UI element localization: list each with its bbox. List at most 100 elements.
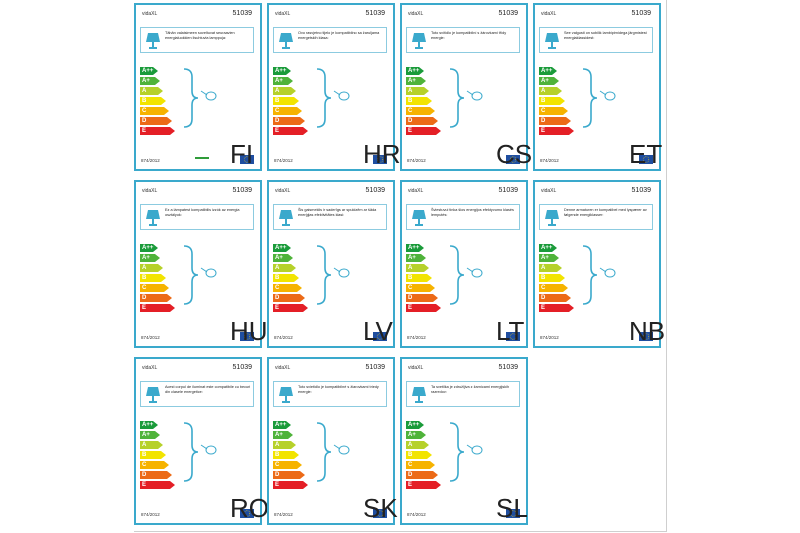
- regulation-number: 874/2012: [274, 512, 293, 517]
- language-code: HR: [363, 139, 401, 169]
- energy-class-bar: A+: [140, 254, 160, 262]
- energy-class-bar: D: [539, 294, 571, 302]
- bulb-icon: [333, 267, 350, 278]
- energy-label: vidaXL 51039 Šis gaismeklis ir saderīgs ar…: [267, 180, 395, 348]
- brace-icon: [316, 245, 332, 305]
- energy-class-bar: A: [140, 441, 163, 449]
- energy-class-bar: A: [140, 264, 163, 272]
- bulb-icon: [200, 444, 217, 455]
- product-code: 51039: [232, 187, 252, 194]
- energy-label: vidaXL 51039 Ovo rasvjetno tijelo je kompa…: [267, 3, 395, 171]
- energy-class-bar: C: [406, 461, 435, 469]
- regulation-number: 874/2012: [407, 512, 426, 517]
- regulation-number: 874/2012: [141, 512, 160, 517]
- compatibility-text: Šviestuvui tinka šios energijos efektyvu…: [431, 208, 514, 217]
- brand-name: vidaXL: [275, 188, 291, 194]
- product-code: 51039: [631, 187, 651, 194]
- energy-scale: A++ A+ A B C D E: [539, 244, 579, 314]
- compatibility-text: Acest corpul de iluminat este compatibil…: [165, 385, 251, 394]
- info-box: Šviestuvui tinka šios energijos efektyvu…: [406, 204, 520, 230]
- energy-class-bar: A+: [273, 77, 293, 85]
- brace-icon: [449, 68, 465, 128]
- compatibility-text: Toto svítidlo je kompatibilní s žárovkam…: [431, 31, 507, 40]
- energy-class-bar: A++: [273, 421, 291, 429]
- info-box: Ez a lámpatest kompatibilis izzók az ene…: [140, 204, 254, 230]
- energy-class-bar: D: [406, 294, 438, 302]
- brace-icon: [449, 422, 465, 482]
- energy-class-bar: E: [140, 304, 175, 312]
- language-code: CS: [496, 139, 533, 169]
- green-mark: [195, 157, 209, 159]
- compatibility-text: Denne armaturen er kompatibel med lyspær…: [564, 208, 647, 217]
- energy-class-bar: D: [140, 294, 172, 302]
- regulation-number: 874/2012: [540, 158, 559, 163]
- label-cell: vidaXL 51039 Toto svítidlo je kompatibilní…: [400, 0, 534, 178]
- label-cell: vidaXL 51039 Tähän valaisimeen soveltuvat …: [134, 0, 268, 178]
- energy-class-bar: A+: [140, 431, 160, 439]
- energy-class-bar: A+: [539, 77, 559, 85]
- eu-flag-icon: [506, 155, 520, 164]
- language-code: NB: [629, 316, 666, 346]
- energy-label: vidaXL 51039 Šviestuvui tinka šios energij…: [400, 180, 528, 348]
- energy-label: vidaXL 51039 Toto svietidlo je kompatibiln…: [267, 357, 395, 525]
- energy-class-bar: A+: [406, 77, 426, 85]
- regulation-number: 874/2012: [540, 335, 559, 340]
- lamp-icon: [410, 31, 428, 51]
- brand-name: vidaXL: [275, 11, 291, 17]
- lamp-icon: [277, 208, 295, 228]
- label-cell: vidaXL 51039 See valgusti on sobilik lambi…: [533, 0, 667, 178]
- energy-class-bar: B: [140, 97, 166, 105]
- energy-class-bar: C: [406, 284, 435, 292]
- energy-class-bar: B: [406, 97, 432, 105]
- label-cell: vidaXL 51039 Toto svietidlo je kompatibiln…: [267, 354, 401, 532]
- label-cell: vidaXL 51039 Denne armaturen er kompatibel…: [533, 177, 667, 355]
- brace-icon: [449, 245, 465, 305]
- energy-class-bar: A+: [273, 431, 293, 439]
- label-cell: vidaXL 51039 Ta svetilka je združljiva z ž…: [400, 354, 534, 532]
- brace-icon: [183, 422, 199, 482]
- energy-class-bar: A: [539, 87, 562, 95]
- brand-name: vidaXL: [142, 188, 158, 194]
- energy-scale: A++ A+ A B C D E: [539, 67, 579, 137]
- compatibility-text: Ta svetilka je združljiva z žarnicami en…: [431, 385, 510, 394]
- info-box: Šis gaismeklis ir saderīgs ar spuldzēm a…: [273, 204, 387, 230]
- regulation-number: 874/2012: [141, 335, 160, 340]
- energy-class-bar: D: [406, 117, 438, 125]
- bulb-icon: [200, 267, 217, 278]
- brand-name: vidaXL: [142, 11, 158, 17]
- energy-class-bar: C: [140, 107, 169, 115]
- energy-class-bar: B: [273, 451, 299, 459]
- lamp-icon: [543, 208, 561, 228]
- regulation-number: 874/2012: [141, 158, 160, 163]
- brace-icon: [582, 68, 598, 128]
- energy-class-bar: E: [273, 304, 308, 312]
- energy-class-bar: A++: [406, 244, 424, 252]
- lamp-icon: [144, 208, 162, 228]
- energy-class-bar: A: [406, 441, 429, 449]
- energy-scale: A++ A+ A B C D E: [406, 67, 446, 137]
- product-code: 51039: [365, 187, 385, 194]
- energy-class-bar: D: [273, 117, 305, 125]
- energy-class-bar: B: [406, 274, 432, 282]
- energy-class-bar: B: [273, 274, 299, 282]
- eu-flag-icon: [240, 509, 254, 518]
- product-code: 51039: [631, 10, 651, 17]
- energy-class-bar: B: [140, 274, 166, 282]
- energy-class-bar: A: [140, 87, 163, 95]
- language-code: ET: [629, 139, 663, 169]
- info-box: Ovo rasvjetno tijelo je kompatibilno sa …: [273, 27, 387, 53]
- energy-class-bar: A+: [140, 77, 160, 85]
- eu-flag-icon: [240, 155, 254, 164]
- info-box: See valgusti on sobilik lambipirnidega j…: [539, 27, 653, 53]
- lamp-icon: [277, 385, 295, 405]
- label-cell: vidaXL 51039 Acest corpul de iluminat este…: [134, 354, 269, 532]
- energy-class-bar: A++: [140, 67, 158, 75]
- compatibility-text: Tähän valaisimeen soveltuvat seuraavien …: [165, 31, 235, 40]
- energy-class-bar: C: [273, 107, 302, 115]
- info-box: Toto svítidlo je kompatibilní s žárovkam…: [406, 27, 520, 53]
- brand-name: vidaXL: [142, 365, 158, 371]
- energy-class-bar: D: [406, 471, 438, 479]
- bulb-icon: [466, 267, 483, 278]
- energy-class-bar: C: [273, 284, 302, 292]
- bulb-icon: [466, 444, 483, 455]
